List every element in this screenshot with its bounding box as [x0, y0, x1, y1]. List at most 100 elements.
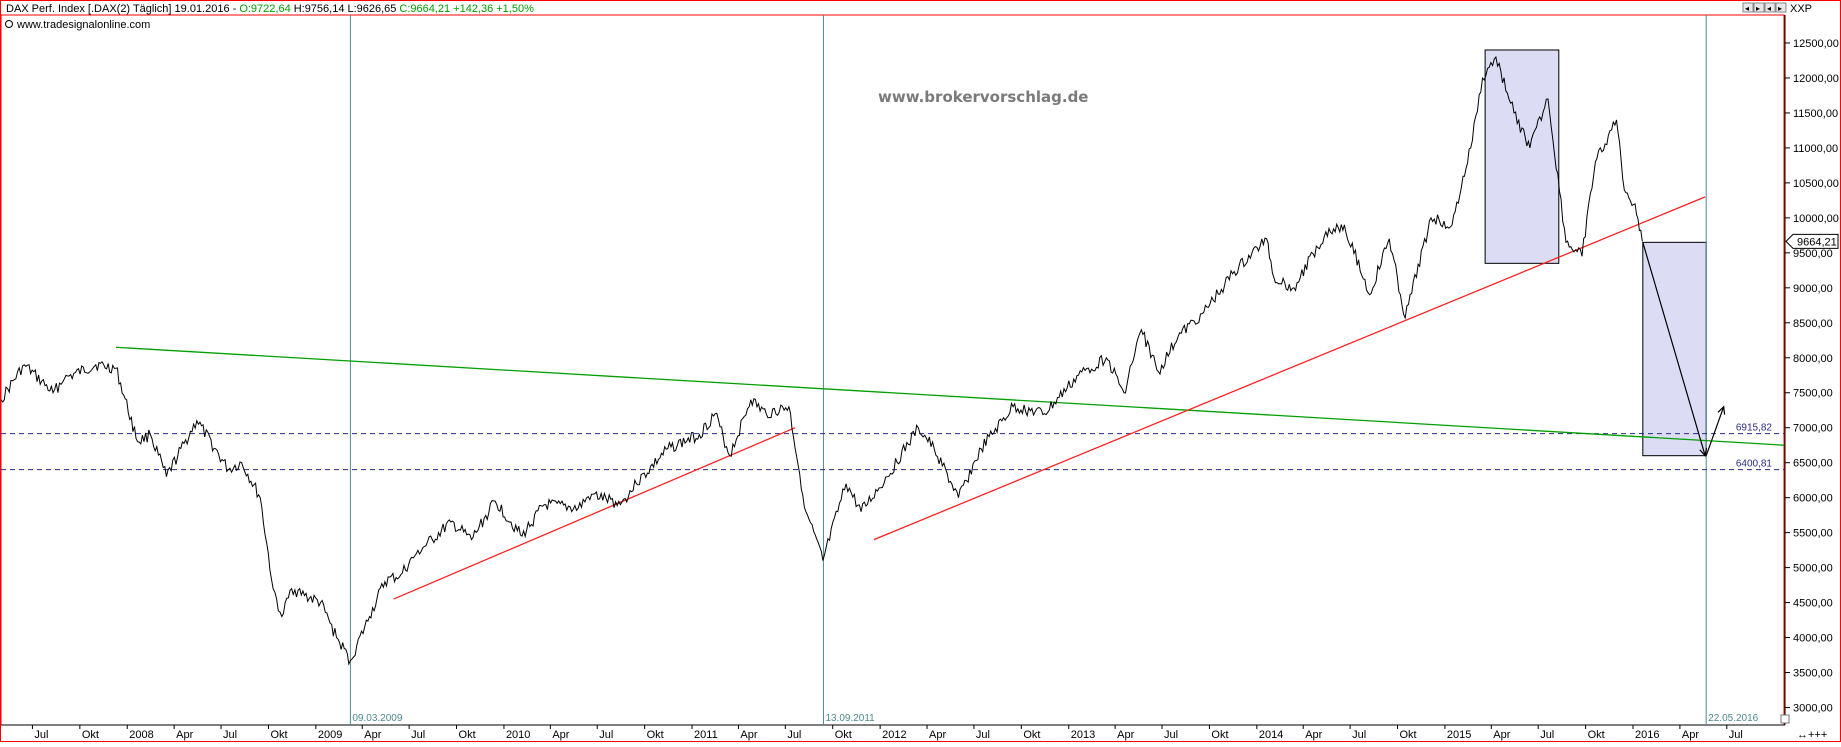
x-tick-label: Okt [270, 729, 287, 741]
scroll-right-button[interactable] [1753, 2, 1765, 13]
projection-arrowhead-2 [1717, 405, 1726, 415]
y-axis: 12500,00 12000,00 11500,00 11000,00 10500,00… [1785, 38, 1839, 715]
x-tick-label: Jul [1540, 729, 1554, 741]
y-tick-label: 7500,00 [1793, 388, 1833, 400]
x-tick-label: Jul [1352, 729, 1366, 741]
x-tick-label: Jul [223, 729, 237, 741]
x-tick-label: Apr [176, 729, 193, 741]
x-tick-label: 2010 [506, 729, 530, 741]
horizontal-line-layer: 6915,82 6400,81 [1, 423, 1784, 471]
x-tick-label: Jul [1164, 729, 1178, 741]
zoom-in-button[interactable] [1775, 2, 1787, 13]
x-tick-label: 2014 [1259, 729, 1283, 741]
y-tick-label: 6500,00 [1793, 458, 1833, 470]
header-title: DAX Perf. Index [.DAX(2) Täglich] 19.01.… [6, 3, 534, 15]
x-axis: Jul Okt 2008 Apr Jul Okt 2009 Apr Jul Okt 2010 Apr J… [31, 725, 1743, 741]
shape-layer [1484, 49, 1707, 457]
x-tick-label: Okt [459, 729, 476, 741]
x-tick-label: Apr [1117, 729, 1134, 741]
arrow-layer [1642, 242, 1726, 458]
x-tick-label: Okt [835, 729, 852, 741]
top-right-label: XXP [1790, 3, 1812, 15]
x-tick-label: Apr [552, 729, 569, 741]
trendline-layer [115, 196, 1785, 600]
vertical-marker-label-1: 09.03.2009 [352, 713, 402, 724]
x-tick-label: Apr [1305, 729, 1322, 741]
x-tick-label: 2008 [129, 729, 153, 741]
header-open: O:9722,64 [239, 3, 290, 15]
trendline-2 [393, 427, 796, 600]
y-tick-label: 5000,00 [1793, 563, 1833, 575]
vertical-marker-label-2: 13.09.2011 [825, 713, 875, 724]
x-tick-label: Jul [411, 729, 425, 741]
bottom-scroll-icons[interactable]: ↔+++ [1797, 729, 1827, 741]
scroll-left-button[interactable] [1742, 2, 1754, 13]
header-low: L:9626,65 [347, 3, 396, 15]
x-tick-label: 2011 [694, 729, 718, 741]
resize-grip[interactable] [1780, 714, 1790, 724]
x-tick-label: Jul [1729, 729, 1743, 741]
y-tick-label: 12500,00 [1793, 38, 1839, 50]
y-tick-label: 11000,00 [1793, 143, 1838, 155]
x-tick-label: Apr [364, 729, 381, 741]
support-line-label-2: 6400,81 [1736, 459, 1773, 470]
x-tick-label: Apr [929, 729, 946, 741]
y-tick-label: 7000,00 [1793, 423, 1833, 435]
projection-arrow-1 [1642, 242, 1706, 456]
y-tick-label: 10000,00 [1793, 213, 1839, 225]
y-tick-label: 12000,00 [1793, 73, 1839, 85]
y-tick-label: 9500,00 [1793, 248, 1833, 260]
bottom-controls: ↔+++ [1780, 714, 1827, 741]
x-tick-label: Apr [740, 729, 757, 741]
x-tick-label: 2009 [318, 729, 342, 741]
last-value-badge [1785, 233, 1839, 249]
header-close: C:9664,21 [399, 3, 450, 15]
header-high: H:9756,14 [294, 3, 345, 15]
x-tick-label: 2015 [1447, 729, 1471, 741]
header-title-text: DAX Perf. Index [.DAX(2) Täglich] 19.01.… [6, 3, 237, 15]
zoom-out-icon: ◂ [1767, 4, 1771, 13]
projection-arrow-2 [1705, 406, 1725, 456]
x-tick-label: Okt [82, 729, 99, 741]
x-tick-label: Apr [1493, 729, 1510, 741]
y-tick-label: 5500,00 [1793, 528, 1833, 540]
y-tick-label: 8000,00 [1793, 353, 1833, 365]
y-tick-label: 8500,00 [1793, 318, 1833, 330]
zoom-in-icon: ▸ [1778, 4, 1782, 13]
scroll-left-icon: ◂ [1745, 4, 1749, 13]
y-tick-label: 9000,00 [1793, 283, 1833, 295]
x-tick-label: Jul [599, 729, 613, 741]
window-controls: ◂ ▸ ◂ ▸ XXP [1742, 2, 1812, 15]
price-series-layer [0, 55, 1643, 666]
scroll-right-icon: ▸ [1756, 4, 1760, 13]
x-tick-label: Jul [976, 729, 990, 741]
header-change: +142,36 [453, 3, 493, 15]
zoom-out-button[interactable] [1764, 2, 1776, 13]
y-tick-label: 10500,00 [1793, 178, 1839, 190]
projection-arrowhead-1 [1699, 447, 1708, 458]
y-tick-label: 3500,00 [1793, 668, 1833, 680]
x-tick-label: Jul [787, 729, 801, 741]
price-series-line [0, 55, 1643, 666]
x-tick-label: Okt [647, 729, 664, 741]
support-line-label-1: 6915,82 [1736, 423, 1773, 434]
last-value-label: 9664,21 [1797, 236, 1837, 248]
vertical-marker-label-3: 22.05.2016 [1708, 713, 1758, 724]
source-label: www.tradesignalonline.com [16, 19, 150, 31]
y-tick-label: 4500,00 [1793, 598, 1833, 610]
trendline-3 [873, 196, 1706, 541]
trendline-1 [115, 346, 1785, 446]
x-tick-label: Okt [1211, 729, 1228, 741]
watermark: www.brokervorschlag.de [878, 88, 1088, 106]
x-tick-label: Okt [1588, 729, 1605, 741]
chart-header: DAX Perf. Index [.DAX(2) Täglich] 19.01.… [5, 3, 534, 31]
projection-box-1 [1484, 49, 1560, 264]
x-tick-label: Apr [1682, 729, 1699, 741]
x-tick-label: 2016 [1635, 729, 1659, 741]
x-tick-label: 2013 [1071, 729, 1095, 741]
x-tick-label: Jul [34, 729, 48, 741]
y-tick-label: 6000,00 [1793, 493, 1833, 505]
